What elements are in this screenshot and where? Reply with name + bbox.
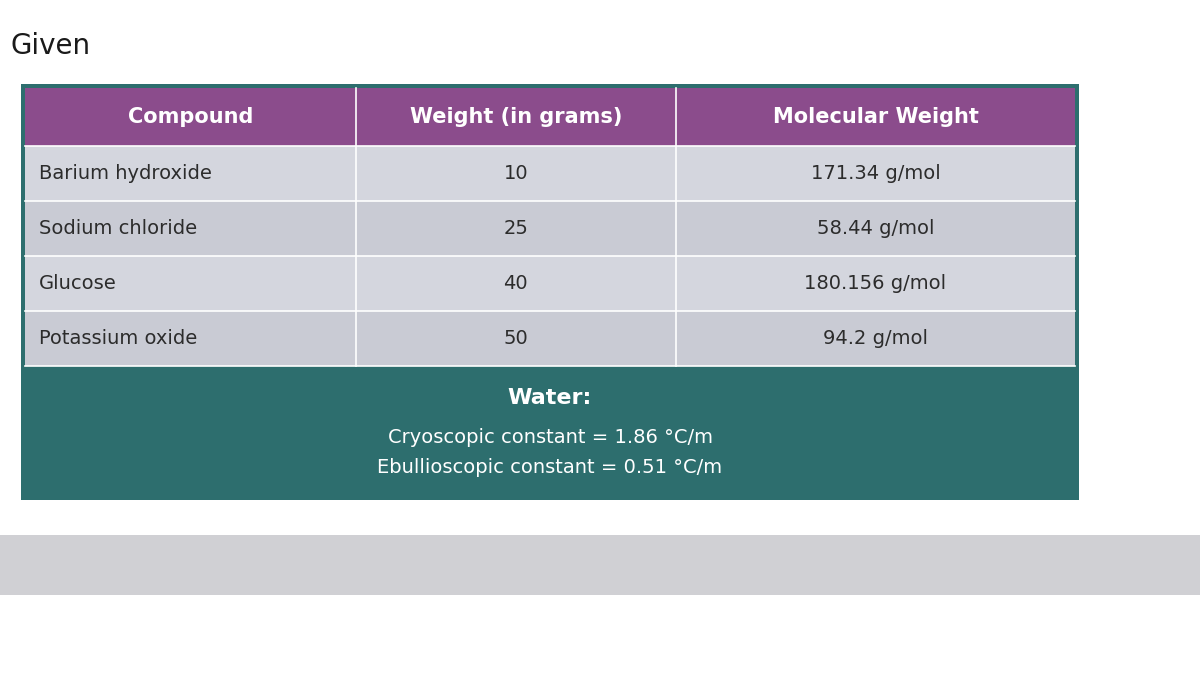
Text: 40: 40 bbox=[504, 274, 528, 293]
Bar bbox=[355, 311, 676, 366]
Text: Water:: Water: bbox=[508, 389, 592, 408]
Text: Compound: Compound bbox=[127, 107, 253, 127]
Bar bbox=[25, 201, 355, 256]
Bar bbox=[355, 256, 676, 311]
Text: Potassium oxide: Potassium oxide bbox=[38, 329, 197, 348]
Text: Glucose: Glucose bbox=[38, 274, 116, 293]
Text: 50: 50 bbox=[504, 329, 528, 348]
Text: Weight (in grams): Weight (in grams) bbox=[409, 107, 622, 127]
Text: 10: 10 bbox=[504, 164, 528, 183]
Bar bbox=[355, 88, 676, 146]
Bar bbox=[676, 311, 1075, 366]
Bar bbox=[25, 311, 355, 366]
Bar bbox=[25, 146, 355, 201]
Text: Molecular Weight: Molecular Weight bbox=[773, 107, 978, 127]
Bar bbox=[25, 88, 355, 146]
Text: Ebullioscopic constant = 0.51 °C/m: Ebullioscopic constant = 0.51 °C/m bbox=[378, 458, 722, 477]
Text: 171.34 g/mol: 171.34 g/mol bbox=[811, 164, 941, 183]
Bar bbox=[676, 88, 1075, 146]
Text: Cryoscopic constant = 1.86 °C/m: Cryoscopic constant = 1.86 °C/m bbox=[388, 428, 713, 447]
Text: Given: Given bbox=[10, 32, 90, 60]
Bar bbox=[25, 366, 1075, 496]
Text: 180.156 g/mol: 180.156 g/mol bbox=[804, 274, 947, 293]
Text: Sodium chloride: Sodium chloride bbox=[38, 219, 197, 238]
Bar bbox=[355, 146, 676, 201]
Bar bbox=[676, 201, 1075, 256]
Bar bbox=[0, 535, 1200, 595]
Text: 94.2 g/mol: 94.2 g/mol bbox=[823, 329, 928, 348]
Bar bbox=[355, 201, 676, 256]
Bar bbox=[22, 84, 1079, 500]
Bar bbox=[676, 256, 1075, 311]
Bar bbox=[25, 256, 355, 311]
Text: Barium hydroxide: Barium hydroxide bbox=[38, 164, 212, 183]
Text: 58.44 g/mol: 58.44 g/mol bbox=[817, 219, 935, 238]
Text: 25: 25 bbox=[504, 219, 528, 238]
Bar bbox=[676, 146, 1075, 201]
